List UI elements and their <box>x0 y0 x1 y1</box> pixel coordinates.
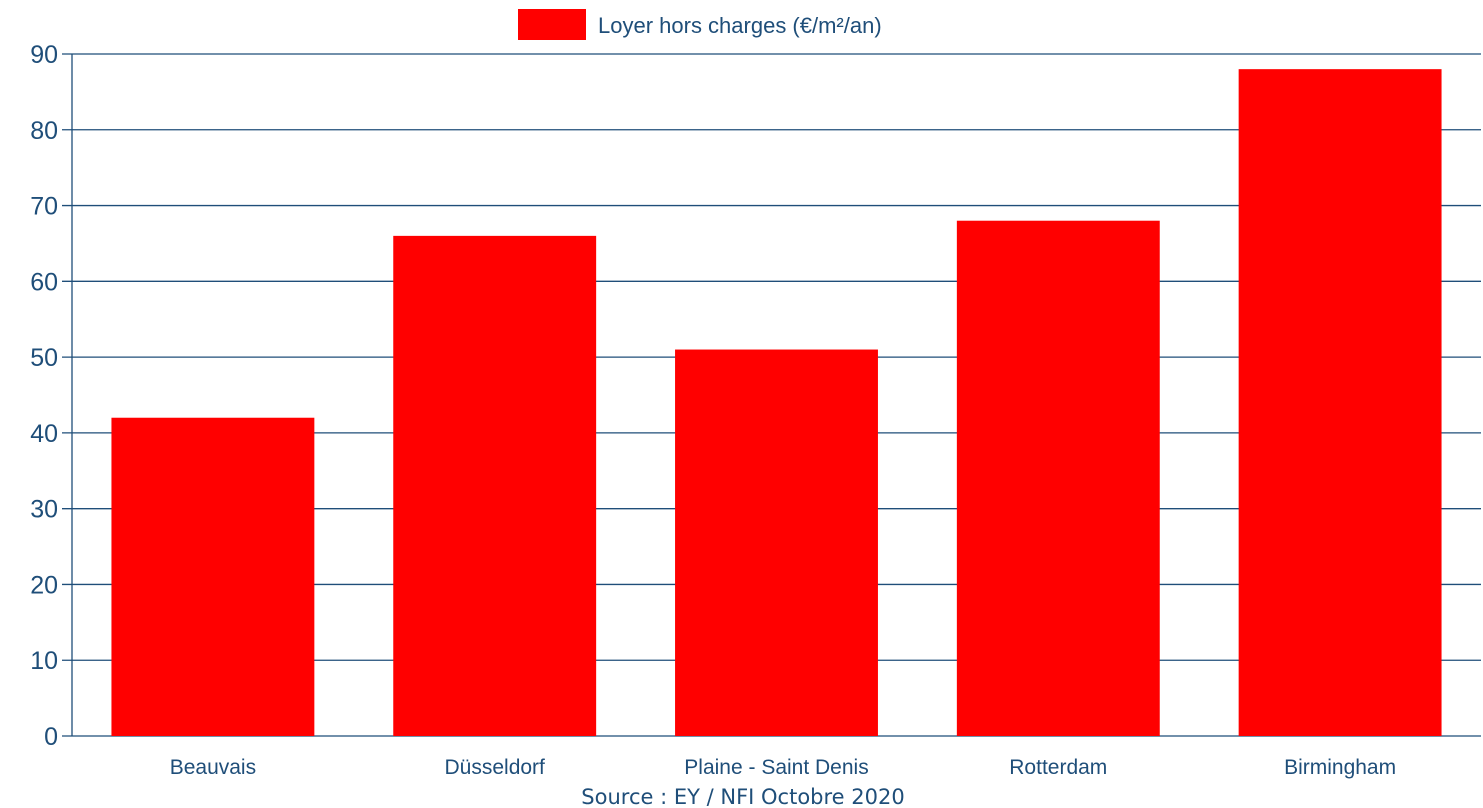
source-note: Source : EY / NFI Octobre 2020 <box>581 785 904 808</box>
bar-rotterdam <box>956 220 1160 736</box>
y-tick-label: 60 <box>30 268 58 296</box>
y-tick-label: 10 <box>30 647 58 675</box>
y-axis-tick-labels: 0 10 20 30 40 50 60 70 80 90 <box>30 41 58 751</box>
x-tick-label: Plaine - Saint Denis <box>684 756 868 779</box>
legend: Loyer hors charges (€/m²/an) <box>518 9 882 40</box>
y-tick-label: 80 <box>30 117 58 145</box>
legend-label: Loyer hors charges (€/m²/an) <box>598 13 882 38</box>
bar-plaine-saint-denis <box>675 349 878 736</box>
legend-swatch <box>518 9 586 40</box>
y-tick-label: 90 <box>30 41 58 69</box>
x-axis-tick-labels: Beauvais Düsseldorf Plaine - Saint Denis Ro… <box>170 756 1396 779</box>
x-tick-label: Beauvais <box>170 756 256 779</box>
bar-birmingham <box>1238 69 1442 736</box>
x-tick-label: Birmingham <box>1284 756 1396 779</box>
y-tick-label: 20 <box>30 571 58 599</box>
y-tick-label: 40 <box>30 420 58 448</box>
y-tick-label: 30 <box>30 496 58 524</box>
x-tick-label: Düsseldorf <box>445 756 546 779</box>
x-tick-label: Rotterdam <box>1009 756 1107 779</box>
bars <box>111 69 1442 736</box>
y-tick-label: 50 <box>30 344 58 372</box>
y-tick-label: 0 <box>44 723 58 751</box>
bar-d-sseldorf <box>393 235 597 736</box>
bar-beauvais <box>111 417 315 736</box>
y-tick-label: 70 <box>30 193 58 221</box>
